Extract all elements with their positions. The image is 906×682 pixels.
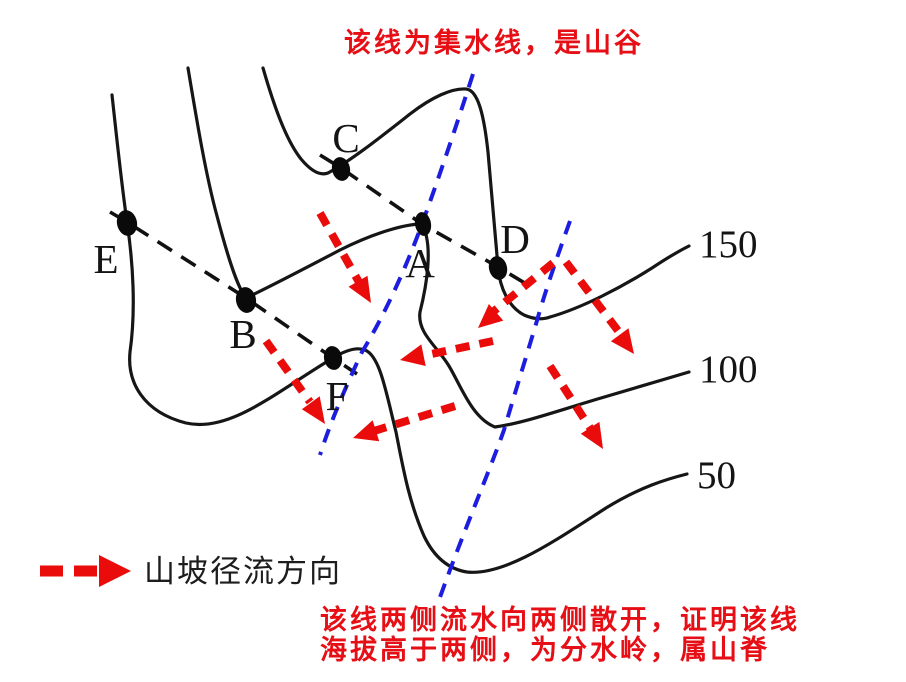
point-label-B: B <box>229 311 256 357</box>
runoff-arrow-left-of-valley-lower <box>262 338 325 424</box>
arrowhead-icon <box>478 304 504 328</box>
contour-50-line <box>110 93 689 574</box>
legend-runoff: 山坡径流方向 <box>40 554 342 589</box>
arrowhead-icon <box>610 328 634 354</box>
point-dot-F <box>323 346 343 370</box>
contour-100-line <box>186 66 691 429</box>
ridge-annotation-line1: 该线两侧流水向两侧散开，证明该线 <box>320 604 800 636</box>
runoff-arrow-westward-upper <box>400 337 494 366</box>
arrowhead-icon <box>348 275 371 303</box>
valley-annotation: 该线为集水线，是山谷 <box>344 27 644 59</box>
arrowhead-icon <box>400 344 426 366</box>
point-dot-C <box>331 157 351 181</box>
valley-line <box>318 73 475 456</box>
point-dot-E <box>116 210 138 236</box>
legend-arrowhead-icon <box>99 555 131 587</box>
runoff-arrow-toward-valley-from-ridge <box>478 259 556 328</box>
point-label-D: D <box>500 216 530 262</box>
ridge-annotation-line2: 海拔高于两侧，为分水岭，属山脊 <box>320 634 770 666</box>
contour-label-100: 100 <box>699 348 758 391</box>
arrowhead-icon <box>353 420 380 442</box>
contour-150-line <box>261 66 691 321</box>
point-label-F: F <box>326 373 349 419</box>
runoff-arrow-westward-lower <box>353 402 457 442</box>
runoff-arrow-right-of-ridge-lower <box>546 363 603 449</box>
arrowhead-icon <box>301 396 325 424</box>
point-dot-D <box>488 256 508 280</box>
point-label-C: C <box>332 115 359 161</box>
point-dot-A <box>414 212 432 236</box>
contour-label-150: 150 <box>699 223 758 266</box>
runoff-arrow-left-of-valley-upper <box>316 211 371 303</box>
runoff-arrow-right-of-ridge-upper <box>562 259 634 354</box>
contour-label-50: 50 <box>697 454 736 497</box>
ridge-line <box>437 220 572 601</box>
point-label-A: A <box>405 240 435 286</box>
arrowhead-icon <box>580 421 603 449</box>
legend-label: 山坡径流方向 <box>144 554 342 589</box>
point-dot-B <box>235 287 257 313</box>
point-label-E: E <box>93 236 118 282</box>
